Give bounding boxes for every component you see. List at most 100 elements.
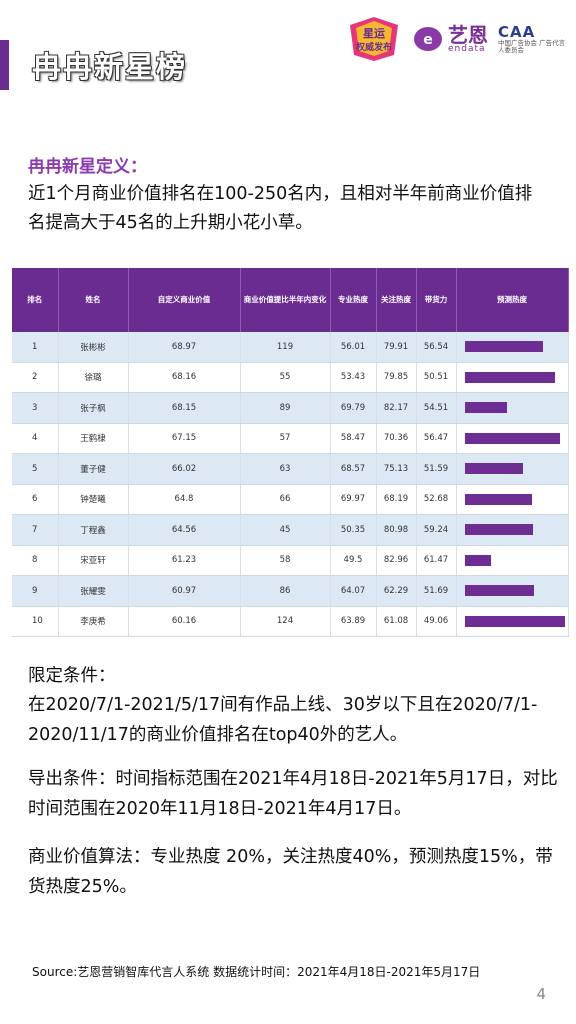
- forecast-bar: [464, 402, 507, 414]
- cell-attention: 68.19: [376, 484, 417, 515]
- cell-rank: 10: [12, 606, 59, 637]
- cell-pro: 56.01: [330, 332, 377, 363]
- cell-forecast: [456, 575, 569, 607]
- cell-value: 61.23: [128, 545, 241, 576]
- column-header: 关注热度: [376, 268, 417, 332]
- cell-sales: 51.59: [416, 453, 457, 485]
- cell-rank: 5: [12, 453, 59, 485]
- logo-group: 星运 权威发布 e 艺恩 endata CAA 中国广告协会 广告代言人委员会: [346, 14, 568, 64]
- forecast-bar: [464, 554, 491, 566]
- table-row: 4 王鹤棣 67.15 57 58.47 70.36 56.47: [12, 423, 569, 454]
- forecast-bar: [464, 493, 532, 505]
- cell-value: 67.15: [128, 423, 241, 454]
- column-header: 排名: [12, 268, 59, 332]
- cell-forecast: [456, 545, 569, 576]
- cell-rank: 7: [12, 514, 59, 546]
- table-row: 3 张子枫 68.15 89 69.79 82.17 54.51: [12, 392, 569, 424]
- cell-name: 董子健: [58, 453, 129, 485]
- endata-mark-icon: e: [414, 27, 442, 51]
- table-row: 7 丁程鑫 64.56 45 50.35 80.98 59.24: [12, 514, 569, 546]
- xingyun-logo: 星运 权威发布: [350, 17, 398, 61]
- forecast-bar: [464, 524, 533, 536]
- cell-rank: 4: [12, 423, 59, 454]
- cell-forecast: [456, 392, 569, 424]
- cell-attention: 79.85: [376, 362, 417, 393]
- cell-forecast: [456, 514, 569, 546]
- page-number: 4: [536, 985, 546, 1003]
- column-header: 姓名: [58, 268, 129, 332]
- cell-rank: 8: [12, 545, 59, 576]
- cell-name: 宋亚轩: [58, 545, 129, 576]
- cell-forecast: [456, 362, 569, 393]
- cell-name: 徐璐: [58, 362, 129, 393]
- accent-bar: [0, 40, 9, 90]
- cell-sales: 59.24: [416, 514, 457, 546]
- cell-change: 55: [240, 362, 331, 393]
- cell-value: 60.16: [128, 606, 241, 637]
- export-conditions: 导出条件：时间指标范围在2021年4月18日-2021年5月17日，对比时间范围…: [28, 769, 558, 819]
- cell-pro: 68.57: [330, 453, 377, 485]
- cell-sales: 51.69: [416, 575, 457, 607]
- cell-pro: 64.07: [330, 575, 377, 607]
- column-header: 商业价值提比半年内变化: [240, 268, 331, 332]
- cell-change: 57: [240, 423, 331, 454]
- cell-name: 钟楚曦: [58, 484, 129, 515]
- forecast-bar: [464, 463, 523, 475]
- forecast-bar: [464, 371, 555, 383]
- cell-attention: 80.98: [376, 514, 417, 546]
- cell-attention: 61.08: [376, 606, 417, 637]
- cell-sales: 56.47: [416, 423, 457, 454]
- cell-change: 63: [240, 453, 331, 485]
- cell-rank: 9: [12, 575, 59, 607]
- cell-value: 64.8: [128, 484, 241, 515]
- table-row: 2 徐璐 68.16 55 53.43 79.85 50.51: [12, 362, 569, 393]
- definition-title: 冉冉新星定义：: [28, 157, 147, 177]
- cell-sales: 54.51: [416, 392, 457, 424]
- cell-sales: 56.54: [416, 332, 457, 363]
- cell-pro: 69.97: [330, 484, 377, 515]
- cell-pro: 50.35: [330, 514, 377, 546]
- page-title: 冉冉新星榜: [32, 50, 188, 84]
- cell-pro: 53.43: [330, 362, 377, 393]
- source-note: Source:艺恩营销智库代言人系统 数据统计时间：2021年4月18日-202…: [32, 965, 481, 979]
- column-header: 带货力: [416, 268, 457, 332]
- definition-body: 近1个月商业价值排名在100-250名内，且相对半年前商业价值排名提高大于45名…: [28, 184, 533, 233]
- caa-cn: 中国广告协会 广告代言人委员会: [498, 39, 566, 55]
- cell-pro: 69.79: [330, 392, 377, 424]
- table-body: 1 张彬彬 68.97 119 56.01 79.91 56.54 2 徐璐 68.16 55 53.…: [12, 332, 569, 637]
- column-header: 预测热度: [456, 268, 569, 332]
- cell-pro: 49.5: [330, 545, 377, 576]
- cell-forecast: [456, 453, 569, 485]
- logo1-line1: 星运: [363, 27, 385, 40]
- cell-value: 68.15: [128, 392, 241, 424]
- cell-rank: 3: [12, 392, 59, 424]
- cell-sales: 49.06: [416, 606, 457, 637]
- cell-name: 张耀雯: [58, 575, 129, 607]
- cell-change: 124: [240, 606, 331, 637]
- value-algorithm: 商业价值算法：专业热度 20%，关注热度40%，预测热度15%，带货热度25%。: [28, 847, 553, 897]
- conditions-title: 限定条件：: [28, 666, 116, 686]
- table-row: 6 钟楚曦 64.8 66 69.97 68.19 52.68: [12, 484, 569, 515]
- forecast-bar: [464, 341, 543, 353]
- cell-sales: 61.47: [416, 545, 457, 576]
- forecast-bar: [464, 585, 534, 597]
- cell-attention: 82.17: [376, 392, 417, 424]
- cell-forecast: [456, 606, 569, 637]
- cell-forecast: [456, 332, 569, 363]
- table-row: 10 李庚希 60.16 124 63.89 61.08 49.06: [12, 606, 569, 637]
- cell-value: 68.16: [128, 362, 241, 393]
- cell-attention: 62.29: [376, 575, 417, 607]
- cell-attention: 82.96: [376, 545, 417, 576]
- cell-name: 张彬彬: [58, 332, 129, 363]
- cell-value: 60.97: [128, 575, 241, 607]
- cell-change: 58: [240, 545, 331, 576]
- cell-value: 68.97: [128, 332, 241, 363]
- conditions-body: 在2020/7/1-2021/5/17间有作品上线、30岁以下且在2020/7/…: [28, 695, 538, 745]
- cell-sales: 52.68: [416, 484, 457, 515]
- caa-mark: CAA: [498, 22, 536, 41]
- cell-pro: 58.47: [330, 423, 377, 454]
- cell-rank: 2: [12, 362, 59, 393]
- forecast-bar: [464, 432, 560, 444]
- cell-forecast: [456, 484, 569, 515]
- cell-value: 64.56: [128, 514, 241, 546]
